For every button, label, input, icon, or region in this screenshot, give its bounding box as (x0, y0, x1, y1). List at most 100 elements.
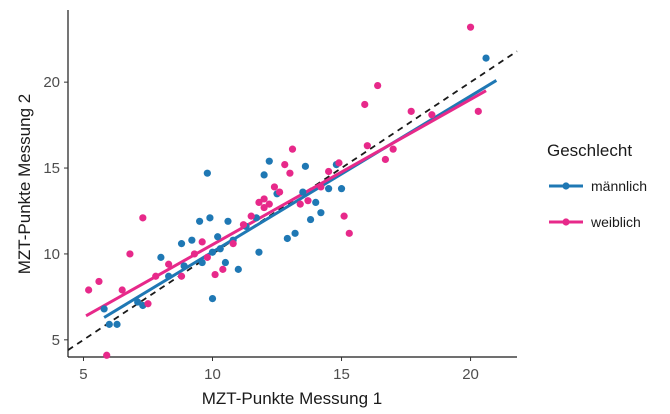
point-weiblich (265, 200, 273, 208)
point-weiblich (260, 195, 268, 203)
point-weiblich (381, 155, 389, 164)
point-weiblich (144, 300, 152, 308)
point-männlich (206, 214, 214, 222)
x-tick-label: 20 (462, 366, 479, 383)
legend-key-point-weiblich (562, 218, 570, 226)
point-weiblich (85, 286, 93, 294)
point-männlich (203, 169, 211, 177)
point-weiblich (407, 107, 415, 115)
point-weiblich (288, 145, 297, 153)
y-tick-label: 10 (43, 246, 60, 263)
point-weiblich (118, 286, 126, 294)
point-weiblich (126, 250, 134, 258)
point-weiblich (317, 183, 325, 191)
point-weiblich (304, 197, 312, 205)
point-weiblich (281, 161, 289, 169)
point-männlich (306, 215, 315, 224)
point-männlich (134, 298, 142, 306)
y-axis-title: MZT-Punkte Messung 2 (15, 94, 34, 274)
fit-line-männlich (103, 79, 498, 319)
point-männlich (105, 320, 113, 328)
point-männlich (180, 262, 188, 270)
point-männlich (255, 248, 263, 256)
legend-items: männlich weiblich (549, 178, 647, 230)
point-weiblich (270, 183, 279, 191)
point-weiblich (165, 260, 173, 268)
legend-label-männlich: männlich (591, 178, 647, 194)
point-männlich (312, 198, 320, 206)
legend-key-point-männlich (562, 182, 570, 190)
point-männlich (283, 234, 291, 243)
point-männlich (157, 253, 165, 261)
point-weiblich (296, 200, 304, 208)
point-weiblich (474, 107, 482, 115)
point-weiblich (428, 111, 436, 119)
point-männlich (165, 272, 173, 280)
point-männlich (337, 185, 346, 193)
point-männlich (265, 157, 273, 165)
point-weiblich (466, 23, 475, 31)
point-weiblich (229, 240, 237, 248)
point-weiblich (239, 221, 248, 229)
point-männlich (216, 245, 224, 253)
point-männlich (198, 258, 206, 267)
point-weiblich (198, 238, 206, 246)
point-weiblich (255, 198, 263, 206)
points-group (85, 23, 490, 359)
point-männlich (100, 305, 108, 313)
point-weiblich (190, 250, 199, 258)
y-tick-label: 15 (43, 160, 60, 177)
x-tick-label: 15 (333, 366, 350, 383)
plot-area: 5 10 15 20 5 10 15 20 (43, 10, 518, 383)
point-männlich (317, 209, 325, 217)
point-männlich (196, 217, 204, 225)
point-weiblich (389, 145, 397, 153)
point-weiblich (177, 272, 186, 280)
point-weiblich (260, 203, 268, 212)
point-weiblich (247, 212, 255, 220)
point-weiblich (374, 81, 382, 90)
point-weiblich (211, 270, 219, 279)
point-weiblich (345, 229, 353, 237)
point-männlich (224, 217, 232, 225)
point-weiblich (152, 272, 160, 280)
point-weiblich (335, 159, 343, 167)
legend-title: Geschlecht (547, 141, 632, 160)
point-männlich (299, 188, 307, 196)
point-männlich (301, 162, 310, 170)
point-weiblich (363, 142, 371, 150)
point-männlich (234, 265, 242, 273)
point-männlich (113, 320, 121, 328)
point-weiblich (219, 265, 227, 273)
point-weiblich (275, 188, 284, 196)
y-axis-ticks: 5 10 15 20 (43, 74, 68, 349)
point-weiblich (286, 169, 294, 177)
point-weiblich (361, 100, 369, 109)
point-weiblich (340, 212, 348, 220)
y-tick-label: 5 (52, 332, 60, 349)
fit-line-weiblich (85, 89, 487, 318)
point-männlich (221, 258, 230, 267)
x-tick-label: 10 (204, 366, 221, 383)
point-weiblich (325, 167, 333, 176)
point-weiblich (103, 351, 111, 359)
point-männlich (482, 54, 490, 62)
point-männlich (325, 185, 333, 193)
x-axis-ticks: 5 10 15 20 (79, 357, 479, 383)
point-männlich (208, 248, 217, 256)
point-weiblich (95, 277, 103, 286)
point-weiblich (139, 214, 147, 222)
x-tick-label: 5 (79, 366, 87, 383)
point-männlich (291, 229, 299, 237)
legend-label-weiblich: weiblich (590, 214, 641, 230)
legend: Geschlecht männlich weiblich (547, 141, 647, 230)
point-männlich (208, 294, 217, 303)
y-tick-label: 20 (43, 74, 60, 91)
point-männlich (188, 236, 196, 244)
point-männlich (177, 240, 186, 248)
point-männlich (260, 171, 268, 179)
point-männlich (214, 233, 222, 241)
x-axis-title: MZT-Punkte Messung 1 (202, 389, 382, 408)
point-weiblich (203, 253, 211, 261)
